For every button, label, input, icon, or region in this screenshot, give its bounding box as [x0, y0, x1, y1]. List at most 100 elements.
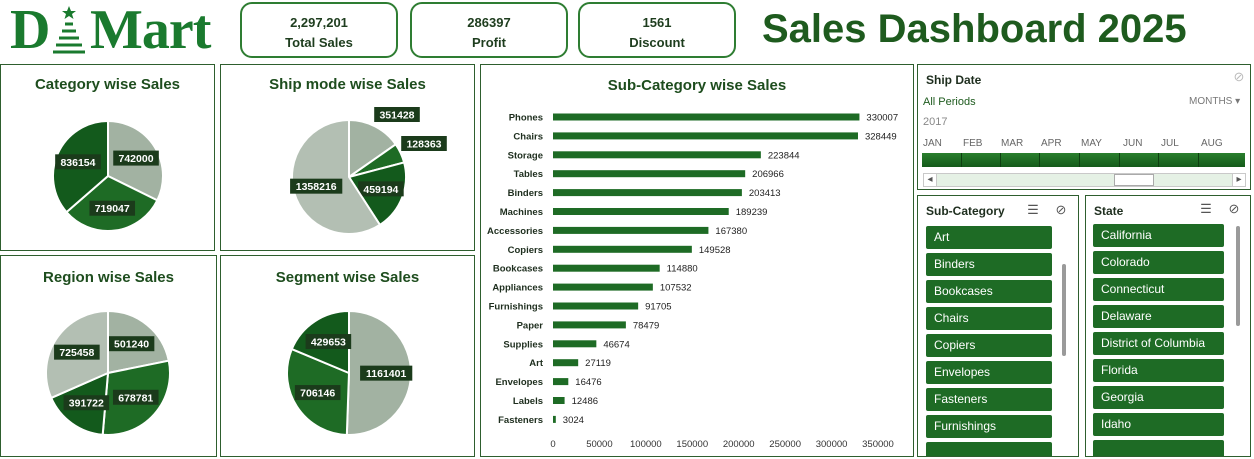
category-label: Tables [514, 169, 543, 180]
category-label: Envelopes [495, 377, 543, 388]
bar [553, 340, 597, 348]
category-label: Art [529, 358, 544, 369]
x-tick-label: 50000 [586, 439, 612, 450]
timeline-month-bar[interactable] [1080, 153, 1120, 167]
timeline-month-bar[interactable] [1040, 153, 1080, 167]
months-label: MONTHS [1189, 96, 1233, 107]
multiselect-icon[interactable]: ☰ [1027, 202, 1039, 217]
bar-value-label: 27119 [585, 358, 611, 369]
month-label: JUL [1161, 138, 1179, 149]
data-label-box [113, 150, 159, 166]
slicer-item[interactable]: Fasteners [926, 388, 1052, 411]
x-tick-label: 250000 [769, 439, 801, 450]
kpi-value: 1561 [642, 15, 672, 30]
bar-value-label: 167380 [715, 226, 747, 237]
data-label-box [374, 107, 420, 122]
category-label: Fasteners [498, 415, 543, 426]
bar [553, 208, 729, 215]
data-label-box [54, 344, 100, 360]
bar [553, 113, 860, 121]
category-label: Binders [508, 188, 543, 199]
slicer-item[interactable]: Copiers [926, 334, 1052, 357]
clear-filter-icon[interactable]: ⊘ [1228, 201, 1240, 216]
category-pie-chart: 742000 719047 836154 [52, 119, 164, 232]
slicer-scrollbar[interactable] [1062, 264, 1066, 356]
slicer-scrollbar[interactable] [1236, 226, 1240, 326]
clear-filter-icon[interactable]: ⊘ [1233, 69, 1245, 84]
data-label-box [401, 136, 447, 151]
slicer-item[interactable]: Colorado [1093, 251, 1224, 274]
bar-value-label: 330007 [866, 113, 898, 124]
category-label: Appliances [492, 283, 543, 294]
scroll-left-icon[interactable]: ◂ [924, 174, 937, 186]
bar [553, 283, 653, 291]
slicer-item[interactable]: Bookcases [926, 280, 1052, 303]
slicer-item[interactable]: Chairs [926, 307, 1052, 330]
timeline-month-bar[interactable] [922, 153, 962, 167]
subcategory-bar-chart: Phones 330007 Chairs 328449 Storage 223844 Tab… [487, 113, 898, 451]
slicer-item[interactable]: Delaware [1093, 305, 1224, 328]
category-chart-panel: Category wise Sales 742000 719047 836154 [0, 64, 215, 251]
bar [553, 321, 626, 329]
timeline-month-bar[interactable] [1199, 153, 1245, 167]
multiselect-icon[interactable]: ☰ [1200, 201, 1212, 216]
bar-value-label: 3024 [563, 415, 584, 426]
bar [553, 189, 742, 197]
slicer-item[interactable]: Georgia [1093, 386, 1224, 409]
slicer-item[interactable]: Binders [926, 253, 1052, 276]
slicer-item[interactable]: Envelopes [926, 361, 1052, 384]
month-label: AUG [1201, 138, 1223, 149]
timeline-month-bar[interactable] [1001, 153, 1040, 167]
data-label: 725458 [59, 347, 94, 359]
category-label: Machines [500, 207, 543, 218]
kpi-value: 2,297,201 [290, 15, 348, 30]
subcategory-chart-panel: Sub-Category wise Sales Phones 330007 Chai… [480, 64, 914, 457]
chart-title: Sub-Category wise Sales [607, 77, 787, 94]
bar [553, 170, 746, 178]
bar-value-label: 223844 [768, 150, 800, 161]
scroll-right-icon[interactable]: ▸ [1232, 174, 1245, 186]
kpi-discount: 1561 Discount [578, 2, 736, 58]
bar [553, 415, 556, 423]
bar [553, 132, 858, 140]
segment-pie-chart: 1161401 706146 429653 [286, 309, 413, 436]
slicer-item-partial[interactable] [926, 442, 1052, 456]
segment-chart-panel: Segment wise Sales 1161401 706146 429653 [220, 255, 475, 457]
category-label: Storage [508, 150, 543, 161]
kpi-total-sales: 2,297,201 Total Sales [240, 2, 398, 58]
timeline-month-bar[interactable] [1120, 153, 1159, 167]
bar-value-label: 12486 [572, 396, 598, 407]
data-label: 501240 [114, 339, 149, 351]
month-label: MAR [1001, 138, 1024, 149]
bar-value-label: 16476 [575, 377, 601, 388]
scroll-thumb[interactable] [1114, 174, 1154, 186]
bar [553, 264, 660, 272]
bar-value-label: 189239 [736, 207, 768, 218]
data-label: 351428 [379, 110, 414, 122]
slicer-item-partial[interactable] [1093, 440, 1224, 456]
dmart-logo: D Mart [10, 2, 220, 58]
data-label-box [305, 334, 352, 350]
slicer-item[interactable]: Idaho [1093, 413, 1224, 436]
clear-filter-icon[interactable]: ⊘ [1055, 202, 1067, 217]
slicer-item[interactable]: Florida [1093, 359, 1224, 382]
months-dropdown[interactable]: MONTHS ▾ [1189, 96, 1240, 107]
category-label: Bookcases [493, 264, 543, 275]
timeline-scrollbar[interactable]: ◂ ▸ [923, 173, 1246, 187]
slicer-item[interactable]: Connecticut [1093, 278, 1224, 301]
slicer-title: State [1094, 204, 1124, 218]
kpi-label: Profit [472, 35, 506, 50]
ship-date-timeline: Ship Date ⊘ All Periods MONTHS ▾ 2017 JA… [917, 64, 1251, 190]
slicer-item[interactable]: California [1093, 224, 1224, 247]
slicer-item[interactable]: Art [926, 226, 1052, 249]
month-label: JAN [923, 138, 942, 149]
timeline-month-bar[interactable] [962, 153, 1001, 167]
bar-value-label: 149528 [699, 245, 731, 256]
kpi-value: 286397 [467, 15, 511, 30]
slicer-title: Sub-Category [926, 204, 1005, 218]
slicer-item[interactable]: Furnishings [926, 415, 1052, 438]
slicer-item[interactable]: District of Columbia [1093, 332, 1224, 355]
shipmode-pie-chart: 351428 128363 459194 1358216 [290, 107, 447, 235]
x-tick-label: 0 [550, 439, 555, 450]
timeline-month-bar[interactable] [1159, 153, 1199, 167]
